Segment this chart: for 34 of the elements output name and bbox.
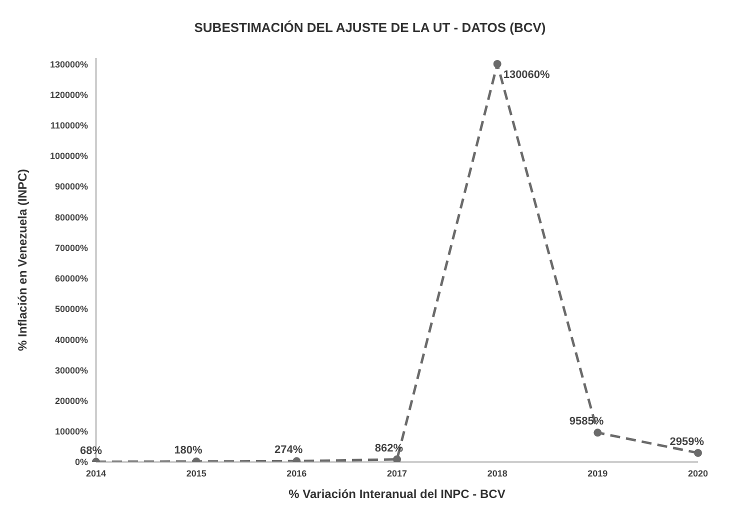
y-tick-label: 30000% [54,365,88,376]
y-tick-label: 130000% [50,59,88,70]
y-tick-label: 120000% [50,90,88,100]
y-tick-label: 100000% [50,151,88,162]
x-tick-label: 2017 [386,468,408,478]
y-tick-label: 20000% [54,396,88,406]
data-label: 9585% [569,416,604,428]
x-tick-label: 2019 [588,468,608,478]
y-tick-label: 10000% [54,426,88,437]
point [493,60,502,68]
point [694,448,702,457]
point [393,455,401,462]
data-label: 2959% [670,436,704,448]
x-tick-label: 2018 [487,468,508,478]
y-tick-label: 0% [74,457,88,468]
x-tick-label: 2014 [86,468,106,478]
y-tick-label: 70000% [54,242,88,253]
data-label: 68% [80,444,102,457]
data-label: 274% [274,444,303,456]
data-label: 130060% [503,68,550,81]
y-tick-label: 110000% [50,120,88,131]
y-tick-label: 40000% [54,334,88,345]
x-axis-title: % Variación Interanual del INPC - BCV [288,487,506,501]
x-tick-label: 2015 [186,468,206,478]
point [594,428,602,437]
y-axis-title: % Inflación en Venezuela (INPC) [15,168,30,352]
y-tick-label: 80000% [54,212,88,222]
x-tick-label: 2020 [688,468,708,478]
data-label: 180% [174,444,203,456]
x-tick-label: 2016 [286,468,307,478]
y-tick-label: 50000% [54,304,88,314]
y-tick-label: 60000% [54,274,88,284]
y-tick-label: 90000% [54,182,88,192]
chart-title: SUBESTIMACIÓN DEL AJUSTE DE LA UT - DATOS (BCV) [193,19,547,37]
